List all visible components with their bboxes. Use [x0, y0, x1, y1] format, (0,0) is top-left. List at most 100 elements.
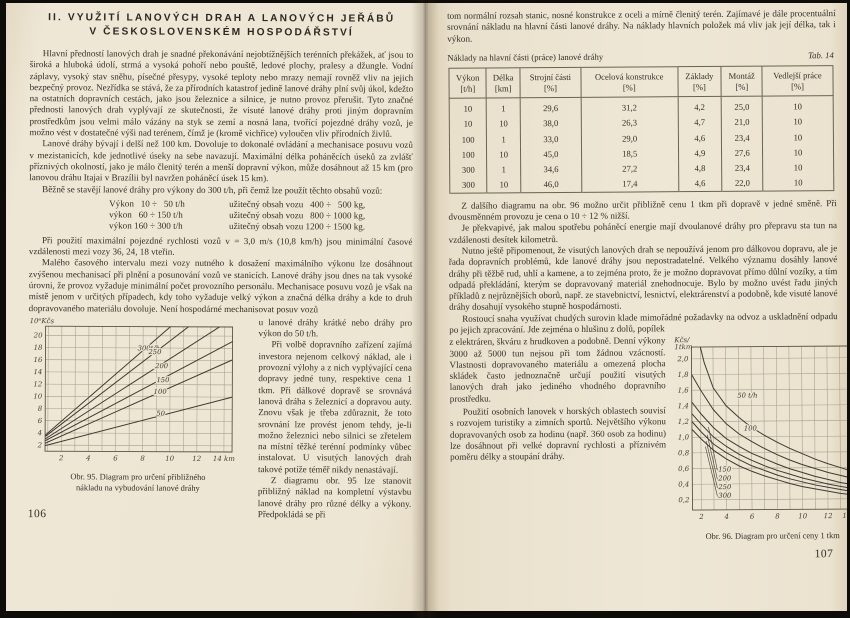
- svg-text:8: 8: [140, 454, 145, 462]
- table-header-cell: Vedlejší práce [%]: [761, 65, 833, 97]
- svg-text:10: 10: [165, 455, 174, 463]
- paragraph: Malého časového intervalu mezi vozy nutn…: [28, 257, 413, 314]
- svg-text:4: 4: [37, 429, 43, 437]
- capacity-power: Výkon 10 ÷ 50 t/h: [109, 198, 185, 209]
- table-cell: 100: [448, 146, 487, 163]
- svg-text:0,2: 0,2: [678, 497, 690, 505]
- svg-text:0,8: 0,8: [677, 449, 689, 457]
- paragraph: Při volbě dopravního zařízení zajímá inv…: [257, 339, 413, 475]
- table-cell: 23,4: [721, 129, 763, 146]
- svg-text:1,0: 1,0: [677, 434, 689, 442]
- table-header-cell: Montáž [%]: [720, 66, 762, 97]
- table-header-cell: Strojní části [%]: [519, 67, 581, 98]
- svg-text:250: 250: [717, 483, 732, 491]
- svg-text:6: 6: [38, 417, 43, 425]
- paragraph: Hlavní předností lanových drah je snadné…: [29, 48, 414, 139]
- table-cell: 1: [486, 161, 521, 178]
- svg-text:1,8: 1,8: [677, 371, 689, 379]
- right-page: tom normální rozsah stanic, nosné konstr…: [426, 3, 847, 611]
- svg-text:12: 12: [823, 512, 833, 520]
- table-header-cell: Základy [%]: [676, 66, 721, 97]
- table-header-cell: Výkon [t/h]: [448, 68, 487, 99]
- svg-text:8: 8: [775, 513, 780, 521]
- capacity-load: užitečný obsah vozu 400 ÷ 500 kg,: [229, 198, 366, 210]
- table-cell: 4,9: [677, 145, 722, 161]
- table-cell: 300: [449, 177, 487, 193]
- svg-text:1,2: 1,2: [677, 418, 689, 426]
- svg-text:Kčs/: Kčs/: [673, 336, 690, 344]
- cost-table-body: 10 1 29,6 31,2 4,2 25,0 10 10 10 38,0: [448, 95, 833, 193]
- svg-text:150: 150: [718, 466, 732, 474]
- table-cell: 4,7: [677, 114, 722, 131]
- svg-text:18: 18: [34, 344, 43, 352]
- capacity-row: výkon 160 ÷ 300 t/h užitečný obsah vozu …: [29, 221, 413, 234]
- svg-text:250: 250: [147, 348, 162, 356]
- svg-text:50: 50: [156, 410, 165, 418]
- svg-text:16: 16: [34, 356, 43, 364]
- figure-text-flow: 2 4 6 8 10 12 14 km 2 4 6 8 10 12 14 16 18 20 10⁶Kčs 300t/…: [28, 316, 412, 522]
- paragraph: Lanové dráhy bývají i delší než 100 km. …: [29, 138, 413, 184]
- svg-text:6: 6: [113, 454, 118, 462]
- table-cell: 4,2: [677, 96, 721, 115]
- svg-text:20: 20: [33, 331, 43, 339]
- table-cell: 100: [448, 131, 487, 147]
- svg-text:0,4: 0,4: [678, 481, 689, 489]
- svg-text:10: 10: [33, 392, 42, 400]
- table-caption: Náklady na hlavní části (práce) lanové d…: [446, 51, 603, 63]
- figure-95-caption: Obr. 95. Diagram pro určení přibližného …: [28, 471, 248, 494]
- svg-text:4: 4: [723, 513, 729, 521]
- table-cell: 27,2: [580, 160, 678, 177]
- svg-text:150: 150: [156, 376, 170, 384]
- table-cell: 31,2: [580, 96, 678, 116]
- table-cell: 27,6: [721, 144, 763, 161]
- svg-text:10⁶Kčs: 10⁶Kčs: [30, 317, 55, 325]
- table-row: 300 10 46,0 17,4 4,6 22,0 10: [449, 174, 833, 193]
- svg-text:10: 10: [798, 513, 808, 521]
- cost-table-header: Výkon [t/h] Délka [km] Strojní části [%] Oc…: [448, 65, 833, 99]
- table-cell: 10: [762, 113, 833, 130]
- svg-text:100: 100: [743, 425, 757, 433]
- figure-95: 2 4 6 8 10 12 14 km 2 4 6 8 10 12 14 16 18 20 10⁶Kčs 300t/…: [28, 316, 249, 522]
- table-cell: 300: [449, 161, 487, 178]
- paragraph: Je překvapivé, jak malou spotřebu poháně…: [448, 220, 837, 245]
- table-cell: 22,0: [721, 175, 763, 192]
- svg-text:1tkm: 1tkm: [674, 343, 693, 351]
- table-header-cell: Ocelová konstrukce [%]: [580, 66, 678, 98]
- svg-text:6: 6: [749, 513, 754, 521]
- svg-text:2: 2: [698, 513, 704, 521]
- obr95-chart: 2 4 6 8 10 12 14 km 2 4 6 8 10 12 14 16 18 20 10⁶Kčs 300t/…: [28, 316, 249, 468]
- svg-text:4: 4: [85, 454, 91, 462]
- svg-text:1,4: 1,4: [677, 402, 688, 410]
- paragraph: u lanové dráhy krátké nebo dráhy pro výk…: [258, 316, 413, 339]
- paragraph: Rostoucí snaha využívat chudých surovin …: [448, 310, 838, 335]
- svg-text:100: 100: [154, 388, 168, 396]
- left-side-column: u lanové dráhy krátké nebo dráhy pro výk…: [248, 317, 412, 522]
- svg-text:12: 12: [192, 455, 201, 463]
- svg-text:50 t/h: 50 t/h: [737, 392, 757, 400]
- table-cell: 10: [762, 129, 833, 145]
- paragraph: Při použití maximální pojezdné rychlosti…: [28, 234, 413, 257]
- paragraph: tom normální rozsah stanic, nosné konstr…: [446, 8, 836, 44]
- table-cell: 4,8: [677, 160, 722, 176]
- table-number: Tab. 14: [807, 49, 834, 61]
- table-cell: 23,4: [721, 159, 763, 176]
- table-cell: 10: [448, 98, 487, 117]
- table-cell: 29,0: [580, 130, 678, 147]
- paragraph: Běžně se stavějí lanové dráhy pro výkony…: [42, 183, 383, 196]
- table-cell: 45,0: [519, 146, 581, 162]
- capacity-load: užitečný obsah vozu 1200 ÷ 1500 kg.: [229, 221, 366, 233]
- capacity-list: Výkon 10 ÷ 50 t/h užitečný obsah vozu 40…: [29, 198, 413, 234]
- right-page-content: tom normální rozsah stanic, nosné konstr…: [427, 3, 847, 611]
- table-cell: 25,0: [720, 96, 763, 115]
- paragraph: Z dalšího diagramu na obr. 96 možno urči…: [447, 197, 837, 222]
- table-header-cell: Délka [km]: [485, 67, 520, 99]
- table-cell: 29,6: [519, 97, 581, 117]
- table-cell: 34,6: [520, 161, 582, 177]
- chapter-title-line1: II. VYUŽITÍ LANOVÝCH DRAH A LANOVÝCH JEŘ…: [48, 12, 396, 25]
- figure-96: 2 4 6 8 10 12 14 km 0,2 0,4 0,6 0,8 1,0 1,2 1,4 1,6 1,8…: [673, 334, 847, 542]
- svg-text:14: 14: [33, 368, 42, 376]
- chapter-title: II. VYUŽITÍ LANOVÝCH DRAH A LANOVÝCH JEŘ…: [30, 11, 414, 41]
- paragraph: Z diagramu obr. 95 lze stanovit přibližn…: [257, 475, 412, 520]
- chapter-title-line2: V ČESKOSLOVENSKÉM HOSPODÁŘSTVÍ: [89, 26, 354, 39]
- table-cell: 33,0: [519, 130, 581, 147]
